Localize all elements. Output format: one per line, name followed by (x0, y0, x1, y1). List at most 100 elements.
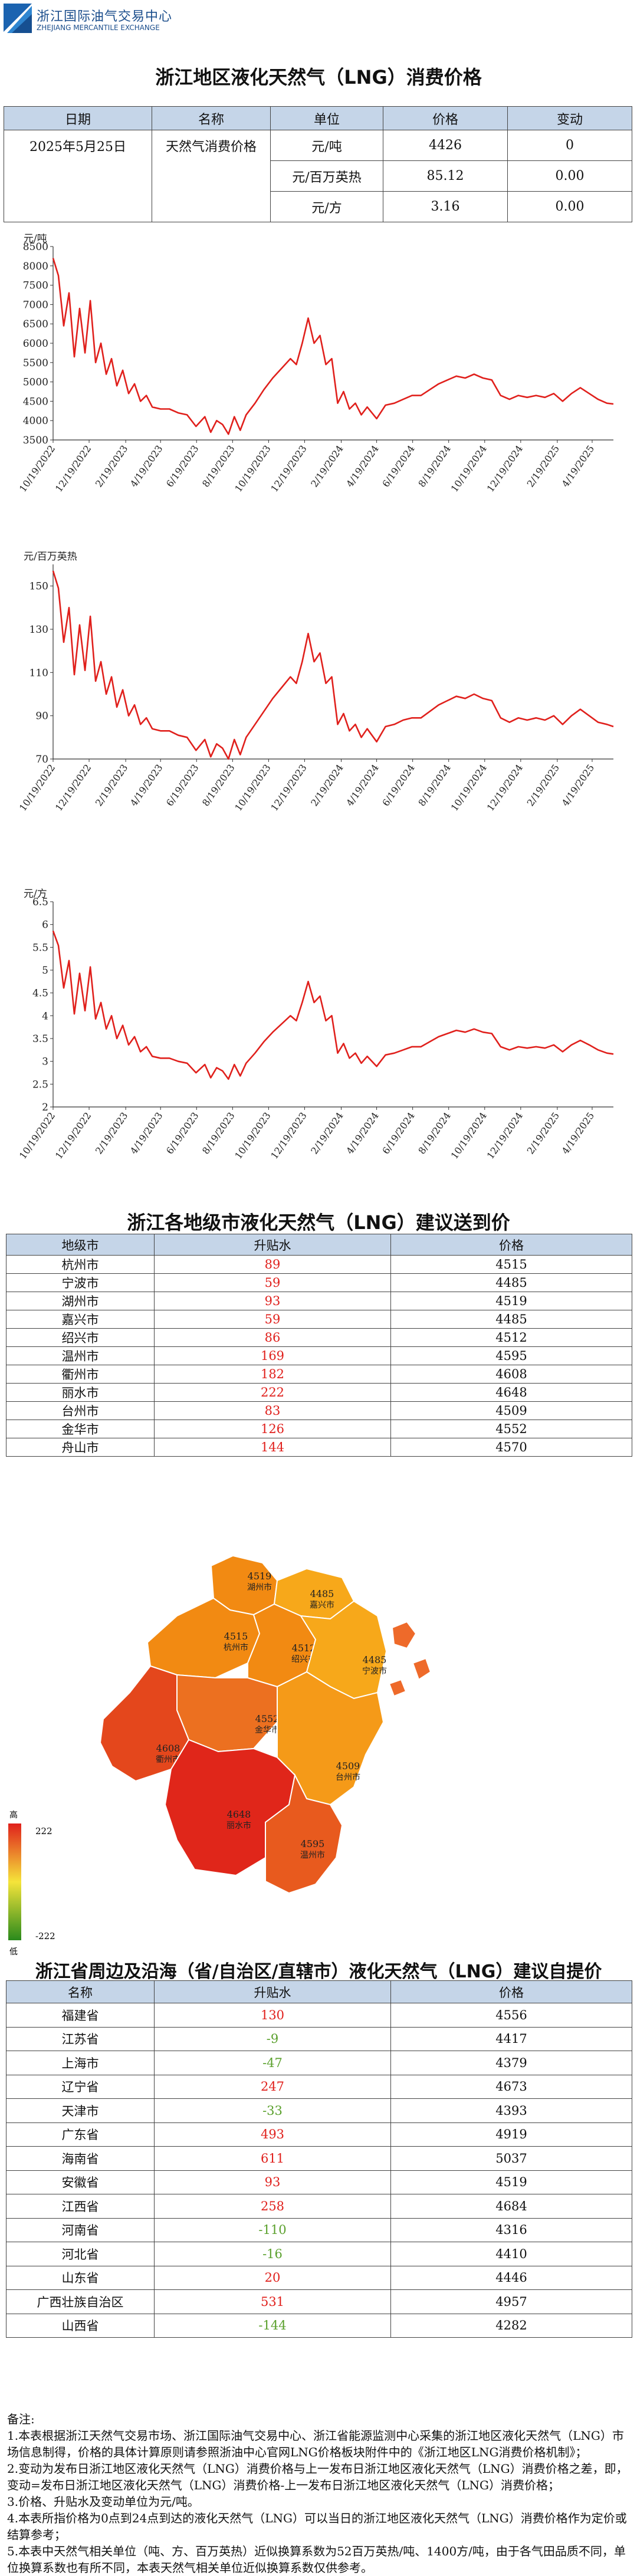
map-region-name: 金华市 (255, 1725, 280, 1735)
table-row: 金华市 126 4552 (6, 1420, 632, 1438)
price-value: 85.12 (383, 160, 508, 192)
price-value: 4556 (390, 2003, 632, 2028)
note-item: 2.变动为发布日浙江地区液化天然气（LNG）消费价格与上一发布日浙江地区液化天然… (7, 2462, 628, 2492)
note-item: 5.本表中天然气相关单位（吨、方、百万英热）近似换算系数为52百万英热/吨、14… (7, 2544, 626, 2575)
y-tick-label: 2.5 (32, 1079, 48, 1090)
x-tick-label: 4/19/2025 (560, 1110, 597, 1156)
city-name: 湖州市 (6, 1292, 155, 1310)
price-chart-yuan-per-cubic-meter: 元/方22.533.544.555.566.510/19/202212/19/2… (17, 888, 614, 1161)
price-value: 4417 (390, 2026, 632, 2051)
city-name: 绍兴市 (6, 1328, 155, 1347)
map-region-price: 4648 (227, 1809, 251, 1820)
x-tick-label: 4/19/2023 (128, 1110, 165, 1156)
x-tick-label: 2/19/2024 (308, 762, 346, 808)
x-tick-label: 6/19/2024 (380, 443, 417, 489)
x-tick-label: 2/19/2025 (525, 762, 562, 808)
price-value: 4316 (390, 2217, 632, 2242)
price-unit: 元/百万英热 (270, 160, 383, 192)
price-value: 4608 (390, 1365, 632, 1384)
x-tick-label: 10/19/2022 (17, 1110, 57, 1161)
premium-value: 130 (154, 2003, 391, 2028)
premium-value: 144 (154, 1438, 391, 1457)
price-date: 2025年5月25日 (4, 130, 152, 222)
table-row: 台州市 83 4509 (6, 1401, 632, 1420)
x-tick-label: 2/19/2023 (93, 762, 130, 808)
region-name: 辽宁省 (6, 2074, 155, 2099)
table-row: 元/百万英热 85.12 0.00 (4, 160, 632, 192)
city-name: 台州市 (6, 1401, 155, 1420)
table-row: 衢州市 182 4608 (6, 1365, 632, 1384)
map-region (265, 1773, 343, 1894)
col-header-date: 日期 (4, 106, 152, 130)
y-axis-unit-label: 元/吨 (24, 234, 47, 245)
y-tick-label: 4500 (23, 396, 48, 408)
price-value: 4552 (390, 1420, 632, 1438)
table-row: 温州市 169 4595 (6, 1346, 632, 1365)
premium-value: -144 (154, 2313, 391, 2338)
legend-low-label: 低 (9, 1947, 18, 1957)
region-name: 广东省 (6, 2122, 155, 2147)
table-row: 宁波市 59 4485 (6, 1273, 632, 1292)
legend-high-label: 高 (9, 1810, 18, 1820)
premium-value: 611 (154, 2146, 391, 2171)
x-tick-label: 10/19/2024 (449, 762, 489, 813)
map-region-price: 4515 (224, 1631, 248, 1642)
x-tick-label: 4/19/2025 (560, 443, 597, 489)
premium-value: 59 (154, 1310, 391, 1329)
price-section-title: 浙江地区液化天然气（LNG）消费价格 (155, 66, 482, 88)
table-row: 山西省 -144 4282 (6, 2313, 632, 2338)
x-tick-label: 12/19/2022 (53, 762, 93, 813)
y-tick-label: 5.5 (32, 942, 48, 954)
region-name: 海南省 (6, 2146, 155, 2171)
map-region-price: 4552 (255, 1713, 280, 1724)
col-header-region: 名称 (6, 1980, 155, 2003)
note-item: 1.本表根据浙江天然气交易市场、浙江国际油气交易中心、浙江省能源监测中心采集的浙… (7, 2429, 624, 2459)
city-section-title: 浙江各地级市液化天然气（LNG）建议送到价 (127, 1211, 510, 1234)
premium-value: 126 (154, 1420, 391, 1438)
table-row: 广西壮族自治区 531 4957 (6, 2289, 632, 2314)
y-tick-label: 4000 (23, 415, 48, 427)
x-tick-label: 6/19/2024 (380, 762, 417, 808)
premium-value: 86 (154, 1328, 391, 1347)
premium-value: -47 (154, 2051, 391, 2075)
premium-value: 493 (154, 2122, 391, 2147)
y-tick-label: 5000 (23, 377, 48, 389)
x-tick-label: 10/19/2023 (232, 443, 272, 494)
y-tick-label: 6500 (23, 318, 48, 330)
price-value: 4595 (390, 1346, 632, 1365)
y-tick-label: 150 (29, 581, 48, 593)
premium-value: -33 (154, 2098, 391, 2123)
city-name: 温州市 (6, 1346, 155, 1365)
y-tick-label: 70 (35, 754, 48, 765)
note-item: 4.本表所指价格为0点到24点到达的液化天然气（LNG）可以当日的浙江地区液化天… (7, 2511, 627, 2542)
price-value: 4393 (390, 2098, 632, 2123)
table-row: 广东省 493 4919 (6, 2122, 632, 2147)
exchange-logo: 浙江国际油气交易中心 ZHEJIANG MERCANTILE EXCHANGE (4, 4, 180, 35)
x-tick-label: 4/19/2023 (128, 443, 165, 489)
map-region-price: 4595 (301, 1838, 325, 1849)
price-change: 0 (507, 130, 632, 161)
price-value: 4446 (390, 2265, 632, 2290)
col-header-name: 名称 (152, 106, 271, 130)
y-tick-label: 7500 (23, 280, 48, 292)
y-tick-label: 110 (29, 667, 48, 679)
price-series-line (52, 258, 614, 435)
x-tick-label: 12/19/2023 (268, 443, 308, 494)
legend-color-bar (8, 1823, 21, 1940)
price-chart-yuan-per-ton: 元/吨 3500 4000 4500 5000 5500 6000 6500 7000 7500 8… (17, 234, 614, 494)
map-region-name: 湖州市 (247, 1582, 272, 1592)
y-tick-label: 4.5 (32, 988, 48, 1000)
premium-value: 93 (154, 2170, 391, 2194)
price-value: 4509 (390, 1401, 632, 1420)
notes-block: 备注: 1.本表根据浙江天然气交易市场、浙江国际油气交易中心、浙江省能源监测中心… (7, 2411, 630, 2576)
premium-value: 182 (154, 1365, 391, 1384)
x-tick-label: 8/19/2023 (200, 762, 237, 808)
y-axis-unit-label: 元/百万英热 (24, 551, 77, 563)
price-change: 0.00 (507, 191, 632, 222)
x-tick-label: 6/19/2023 (164, 1110, 201, 1156)
city-price-table: 地级市 升贴水 价格 杭州市 89 4515 宁波市 59 4485 湖州市 93 4519 嘉兴… (6, 1234, 632, 1457)
table-row: 2025年5月25日 天然气消费价格 元/吨 4426 0 (4, 130, 632, 222)
price-unit: 元/方 (270, 191, 383, 222)
x-tick-label: 4/19/2023 (128, 762, 165, 808)
